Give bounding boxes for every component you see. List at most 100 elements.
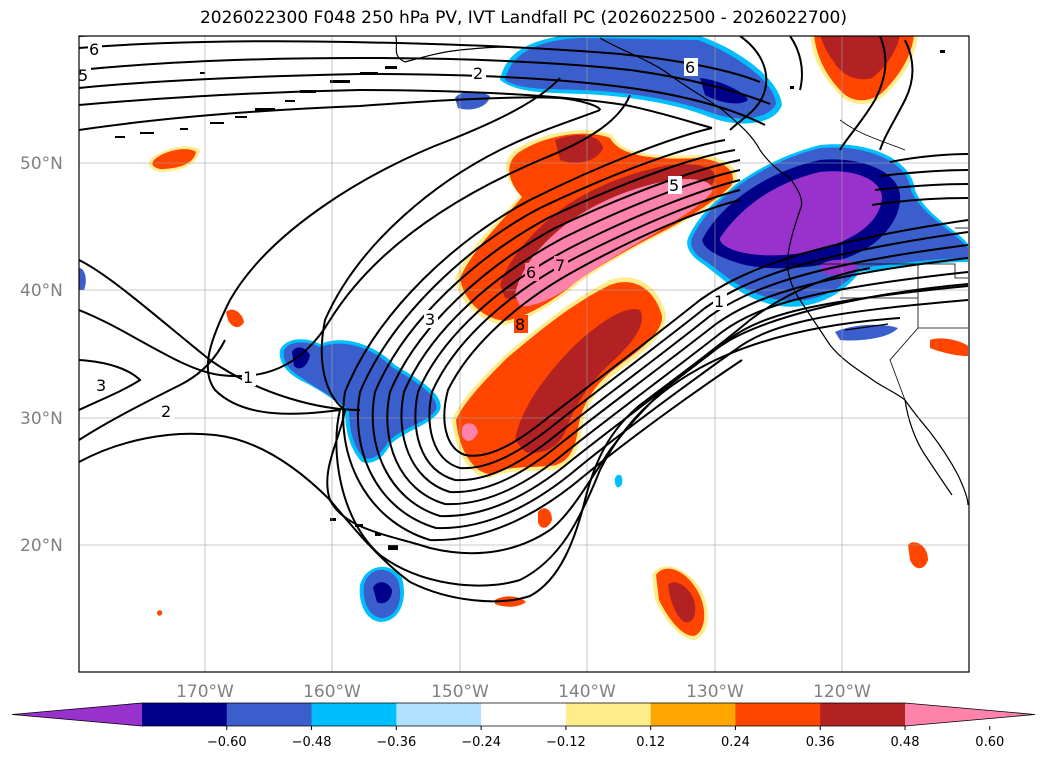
fill-pos-south-red xyxy=(515,309,642,453)
fill-neg-sub-blue xyxy=(283,342,437,459)
fill-neg-alaska-dark xyxy=(700,78,748,104)
contour-left-lower xyxy=(79,259,361,411)
contour-label: 6 xyxy=(526,263,536,282)
fill-neg-edge xyxy=(79,268,86,290)
island xyxy=(940,50,945,53)
contour-trough-5 xyxy=(386,159,969,506)
island xyxy=(285,100,295,102)
contour-outer-1 xyxy=(79,94,631,378)
colorbar-segment xyxy=(142,703,228,726)
contour-label-group: 6 5 2 6 5 6 7 8 3 1 1 3 2 xyxy=(78,40,727,421)
positive-anomaly-fills xyxy=(148,36,968,640)
contour-north-2 xyxy=(79,96,601,131)
colorbar-tick-label: 0.24 xyxy=(721,735,750,750)
colorbar-segment xyxy=(735,703,821,726)
fill-pos-south-pink xyxy=(462,423,478,441)
contour-trough-1 xyxy=(443,199,969,457)
island xyxy=(330,518,336,521)
island xyxy=(330,80,350,83)
lon-label-160w: 160°W xyxy=(303,682,361,702)
contour-east-4 xyxy=(871,197,969,206)
coastline-baja xyxy=(904,399,953,496)
contour-ne-3 xyxy=(839,36,887,151)
contour-label: 2 xyxy=(473,64,483,83)
island xyxy=(180,128,188,130)
contour-big-1 xyxy=(79,267,871,603)
contour-north-top xyxy=(79,36,98,37)
contour-east-1 xyxy=(889,153,969,163)
lon-label-120w: 120°W xyxy=(813,682,871,702)
contour-label: 2 xyxy=(161,402,171,421)
island xyxy=(115,136,125,138)
fill-pos-dot xyxy=(157,610,163,616)
chart-title: 2026022300 F048 250 hPa PV, IVT Landfall… xyxy=(199,8,847,28)
colorbar-outline xyxy=(11,702,1036,727)
colorbar-segment xyxy=(226,703,313,726)
contour-label: 1 xyxy=(243,368,253,387)
fill-neg-nw-purple xyxy=(719,171,882,256)
colorbar-segment xyxy=(311,703,397,726)
colorbar-tick-label: 0.48 xyxy=(891,735,920,750)
colorbar-tick-label: 0.12 xyxy=(636,735,665,750)
fill-pos-small1 xyxy=(226,309,244,328)
island xyxy=(235,116,247,118)
negative-anomaly-fills xyxy=(79,36,968,622)
colorbar-segment xyxy=(650,703,736,726)
fill-pos-aleutian-orange xyxy=(152,149,196,169)
colorbar-tick-label: −0.24 xyxy=(461,735,501,750)
fill-neg-sub-dark xyxy=(292,347,310,369)
coastline-alaska-panhandle xyxy=(599,37,791,179)
fill-pos-north-pink xyxy=(515,179,713,307)
coastline-alaska-north xyxy=(394,36,521,63)
colorbar-segment xyxy=(481,703,567,726)
latitude-labels: 50°N 40°N 30°N 20°N xyxy=(20,154,63,556)
lon-label-130w: 130°W xyxy=(686,682,744,702)
longitude-labels: 170°W 160°W 150°W 140°W 130°W 120°W xyxy=(176,682,871,702)
island xyxy=(385,66,397,69)
contour-east-3 xyxy=(874,183,969,191)
colorbar-tick-label: 0.60 xyxy=(975,735,1004,750)
contour-label: 5 xyxy=(669,176,679,195)
lat-label-50n: 50°N xyxy=(20,154,63,174)
colorbar-tick-label: −0.48 xyxy=(292,735,332,750)
fill-neg-dot xyxy=(614,474,623,488)
contour-east-2 xyxy=(879,169,969,177)
fill-pos-south-blob-red xyxy=(668,582,696,623)
contour-label: 5 xyxy=(78,66,88,85)
fill-pos-coast-blob xyxy=(930,338,968,356)
coastline-bc-washington xyxy=(786,177,969,506)
coastline-island1 xyxy=(844,323,889,331)
border-canada xyxy=(839,119,906,151)
coastlines xyxy=(394,36,969,506)
contour-left-3 xyxy=(79,359,142,411)
colorbar-tick-label: −0.12 xyxy=(546,735,586,750)
island xyxy=(255,108,275,111)
lat-label-40n: 40°N xyxy=(20,281,63,301)
island xyxy=(388,545,398,550)
contour-outer-2 xyxy=(206,77,901,587)
fill-pos-small2 xyxy=(538,508,552,528)
contour-trough-4 xyxy=(400,169,969,494)
contour-north-6 xyxy=(79,40,761,83)
contour-ne-4 xyxy=(879,39,914,151)
contour-label: 7 xyxy=(555,256,565,275)
lat-label-30n: 30°N xyxy=(20,409,63,429)
colorbar-segment xyxy=(820,703,906,726)
colorbar-tick-label: 0.36 xyxy=(806,735,835,750)
gridlines xyxy=(79,36,969,672)
contour-ne-2 xyxy=(789,36,803,91)
colorbar-tick-label: −0.60 xyxy=(207,735,247,750)
map-layers: 6 5 2 6 5 6 7 8 3 1 1 3 2 xyxy=(78,36,969,672)
contour-north-4 xyxy=(79,72,766,126)
island xyxy=(375,533,381,536)
contour-label: 1 xyxy=(714,292,724,311)
fill-neg-hawaii-dark xyxy=(373,582,392,604)
contour-label: 3 xyxy=(96,376,106,395)
map-frame xyxy=(78,35,970,673)
lat-label-20n: 20°N xyxy=(20,536,63,556)
contour-label: 3 xyxy=(425,310,435,329)
colorbar-segment xyxy=(565,703,652,726)
contour-ne-1 xyxy=(729,36,768,131)
island xyxy=(790,86,794,89)
